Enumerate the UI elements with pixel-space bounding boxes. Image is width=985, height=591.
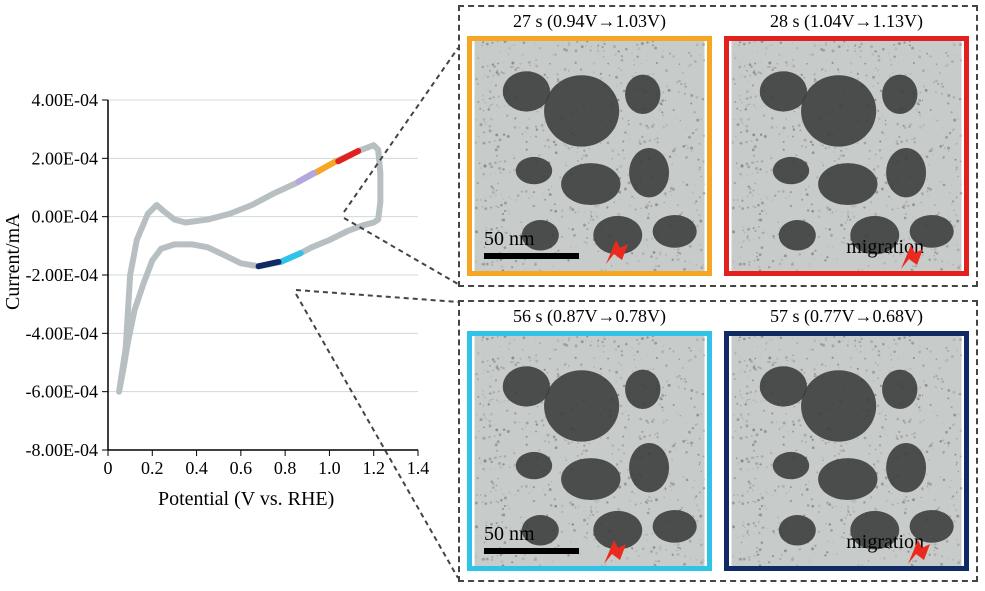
scale-bar-text: 50 nm (484, 523, 535, 546)
svg-text:0.8: 0.8 (274, 458, 297, 478)
scale-bar-line (484, 548, 579, 554)
svg-text:0: 0 (104, 458, 113, 478)
panel-57s: 57 s (0.77V→0.68V) migration (721, 306, 972, 571)
top-image-group: 27 s (0.94V→1.03V) 50 nm 28 s (1.04V→1.1… (458, 5, 978, 287)
svg-text:-8.00E-04: -8.00E-04 (26, 440, 98, 460)
panel-caption: 56 s (0.87V→0.78V) (513, 306, 666, 327)
panel-caption: 27 s (0.94V→1.03V) (513, 11, 666, 32)
tem-image: 50 nm (467, 331, 712, 571)
svg-text:1.2: 1.2 (362, 458, 385, 478)
bottom-image-group: 56 s (0.87V→0.78V) 50 nm 57 s (0.77V→0.6… (458, 300, 978, 582)
tem-image: 50 nm (467, 36, 712, 276)
scale-bar-line (484, 253, 579, 259)
scale-bar-text: 50 nm (484, 228, 535, 251)
scale-bar: 50 nm (484, 228, 579, 259)
svg-text:2.00E-04: 2.00E-04 (32, 148, 99, 168)
panel-caption: 28 s (1.04V→1.13V) (770, 11, 923, 32)
tem-image: migration (724, 36, 969, 276)
svg-text:0.2: 0.2 (141, 458, 164, 478)
svg-text:-2.00E-04: -2.00E-04 (26, 265, 98, 285)
x-axis-label: Potential (V vs. RHE) (158, 488, 334, 511)
svg-text:-6.00E-04: -6.00E-04 (26, 382, 98, 402)
svg-text:0.6: 0.6 (230, 458, 253, 478)
svg-text:1.4: 1.4 (407, 458, 430, 478)
svg-text:0.4: 0.4 (185, 458, 208, 478)
tem-image: migration (724, 331, 969, 571)
arrow-icon (904, 536, 934, 566)
svg-text:-4.00E-04: -4.00E-04 (26, 323, 98, 343)
cv-chart-svg: 0 0.2 0.4 0.6 0.8 1.0 1.2 1.4 -8.00E-04 -6.00E-04… (18, 90, 438, 520)
svg-text:1.0: 1.0 (318, 458, 341, 478)
arrow-icon (600, 536, 630, 566)
svg-text:0.00E-04: 0.00E-04 (32, 207, 99, 227)
panel-caption: 57 s (0.77V→0.68V) (770, 306, 923, 327)
y-axis-label: Current/mA (2, 213, 25, 310)
panel-27s: 27 s (0.94V→1.03V) 50 nm (464, 11, 715, 276)
svg-text:4.00E-04: 4.00E-04 (32, 90, 99, 110)
scale-bar: 50 nm (484, 523, 579, 554)
cv-chart: 0 0.2 0.4 0.6 0.8 1.0 1.2 1.4 -8.00E-04 -6.00E-04… (18, 90, 438, 520)
arrow-icon (602, 236, 632, 266)
panel-56s: 56 s (0.87V→0.78V) 50 nm (464, 306, 715, 571)
panel-28s: 28 s (1.04V→1.13V) migration (721, 11, 972, 276)
arrow-icon (897, 241, 927, 271)
